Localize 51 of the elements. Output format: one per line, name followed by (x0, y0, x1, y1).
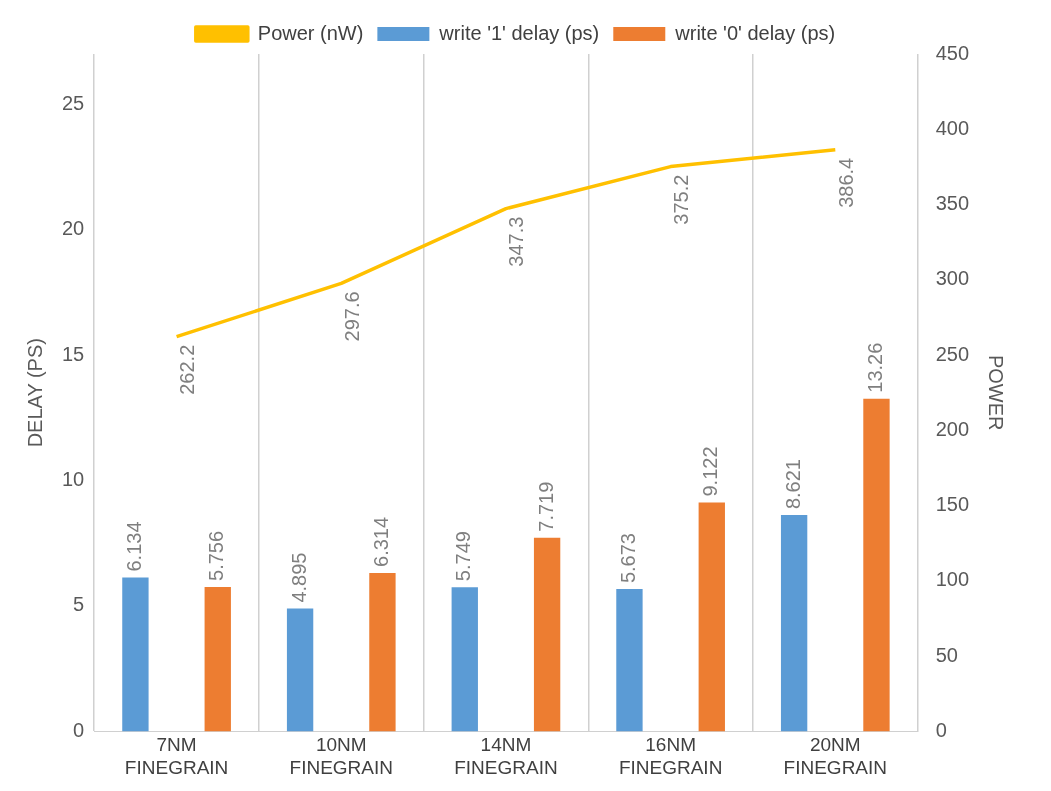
y2-tick-label: 0 (935, 718, 947, 741)
bar (122, 577, 149, 732)
data-label: 5.673 (616, 533, 639, 584)
x-tick-label: 16NM FINEGRAIN (618, 734, 723, 778)
y-tick-label: 10 (62, 468, 85, 491)
legend-label: Power (nW) (257, 21, 364, 44)
y2-tick-label: 250 (935, 342, 970, 365)
data-label: 375.2 (670, 174, 693, 225)
y-tick-label: 5 (73, 593, 85, 616)
data-label: 386.4 (834, 157, 857, 208)
bar (616, 589, 643, 732)
data-label: 8.621 (781, 459, 804, 510)
y2-tick-label: 200 (935, 417, 970, 440)
bar (698, 502, 725, 732)
data-label: 347.3 (505, 216, 528, 267)
data-label: 6.314 (369, 516, 392, 567)
data-label: 4.895 (287, 552, 310, 603)
bar (286, 608, 314, 732)
data-label: 9.122 (699, 446, 722, 497)
y-axis-title: DELAY (PS) (23, 338, 46, 448)
bar (533, 537, 561, 732)
y2-tick-label: 50 (935, 643, 958, 666)
y2-tick-label: 150 (935, 493, 970, 516)
data-label: 5.756 (205, 530, 228, 581)
bar (451, 587, 478, 732)
y-tick-label: 15 (62, 342, 85, 365)
y2-tick-label: 350 (935, 192, 970, 215)
legend-label: write '0' delay (ps) (674, 21, 836, 44)
y2-tick-label: 450 (935, 41, 970, 64)
x-tick-label: 10NM FINEGRAIN (289, 734, 393, 778)
data-label: 5.749 (452, 531, 475, 582)
y2-tick-label: 400 (935, 116, 970, 139)
y2-tick-label: 100 (935, 568, 970, 591)
x-tick-label: 20NM FINEGRAIN (783, 734, 888, 778)
data-label: 7.719 (534, 481, 557, 532)
bar (369, 572, 396, 732)
y-tick-label: 20 (62, 217, 85, 240)
data-label: 262.2 (176, 344, 199, 395)
bar (863, 398, 890, 732)
y-tick-label: 25 (62, 91, 85, 114)
bar (780, 515, 808, 732)
y2-axis-title: POWER (985, 354, 1008, 431)
x-tick-label: 14NM FINEGRAIN (454, 734, 558, 778)
data-label: 13.26 (863, 342, 886, 393)
bar (204, 586, 231, 732)
y2-tick-label: 300 (935, 267, 970, 290)
data-label: 6.134 (122, 521, 145, 572)
data-label: 297.6 (340, 291, 363, 342)
legend-label: write '1' delay (ps) (438, 21, 600, 44)
y-tick-label: 0 (73, 718, 85, 741)
x-tick-label: 7NM FINEGRAIN (124, 734, 229, 778)
